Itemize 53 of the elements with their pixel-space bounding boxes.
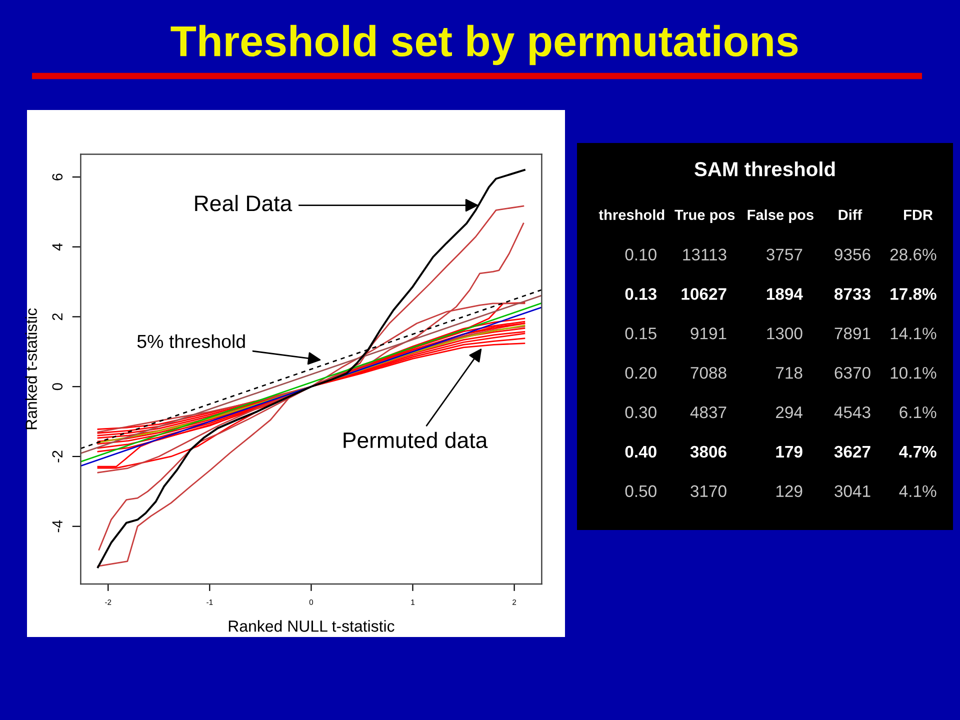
text: 3806 <box>690 446 726 458</box>
category-label: False pos <box>748 209 814 223</box>
text: 4.7% <box>899 446 936 458</box>
text: 7891 <box>834 328 870 340</box>
text: 294 <box>776 406 802 418</box>
text: 1300 <box>767 328 802 340</box>
text: 9356 <box>834 248 870 260</box>
text: 8733 <box>834 288 870 300</box>
annotation: Real Data <box>195 194 292 212</box>
category-label: Diff <box>838 209 862 220</box>
text: 17.8% <box>890 288 936 300</box>
y-tick-label: 0 <box>52 383 63 390</box>
text: 7088 <box>690 366 726 379</box>
text: 3170 <box>690 485 726 498</box>
text: 3627 <box>834 446 870 458</box>
text: 6.1% <box>900 406 936 418</box>
text: 4.1% <box>899 485 936 498</box>
text: 0.30 <box>625 406 656 418</box>
text: 0.15 <box>625 328 656 340</box>
annotation: 5% threshold <box>137 334 245 348</box>
y-axis-title: Ranked t-statistic <box>25 308 37 430</box>
text: 4543 <box>834 406 870 418</box>
text: 6370 <box>834 366 870 379</box>
y-tick-label: 4 <box>52 243 62 251</box>
text: 0.50 <box>625 485 656 498</box>
text: 0.13 <box>625 288 656 300</box>
text: 718 <box>776 366 802 379</box>
text: 13113 <box>683 248 726 260</box>
text: 0.40 <box>625 446 656 458</box>
category-label: threshold <box>598 209 664 220</box>
y-tick-label: 2 <box>52 313 62 320</box>
text: 14.1% <box>890 328 936 340</box>
x-axis-title: Ranked NULL t-statistic <box>228 620 394 632</box>
y-tick-label: -4 <box>52 520 62 532</box>
text: 129 <box>776 485 802 498</box>
text: 9191 <box>690 328 726 340</box>
text: SAM threshold <box>694 161 835 176</box>
text: 1894 <box>766 288 803 300</box>
text: 4837 <box>690 406 726 418</box>
text: 0.20 <box>625 366 656 379</box>
text: 0.10 <box>625 248 656 260</box>
category-label: FDR <box>904 210 933 220</box>
text: 3041 <box>834 485 870 498</box>
annotation: Permuted data <box>344 432 488 448</box>
text: 10627 <box>682 288 726 300</box>
y-tick-label: 6 <box>52 174 63 180</box>
text: 10.1% <box>890 366 936 379</box>
y-tick-label: -2 <box>52 450 62 462</box>
text: 179 <box>776 446 802 458</box>
chart-title: Threshold set by permutations <box>170 24 798 66</box>
text: 3757 <box>766 248 802 260</box>
text: 28.6% <box>890 248 936 260</box>
category-label: True pos <box>674 210 735 223</box>
